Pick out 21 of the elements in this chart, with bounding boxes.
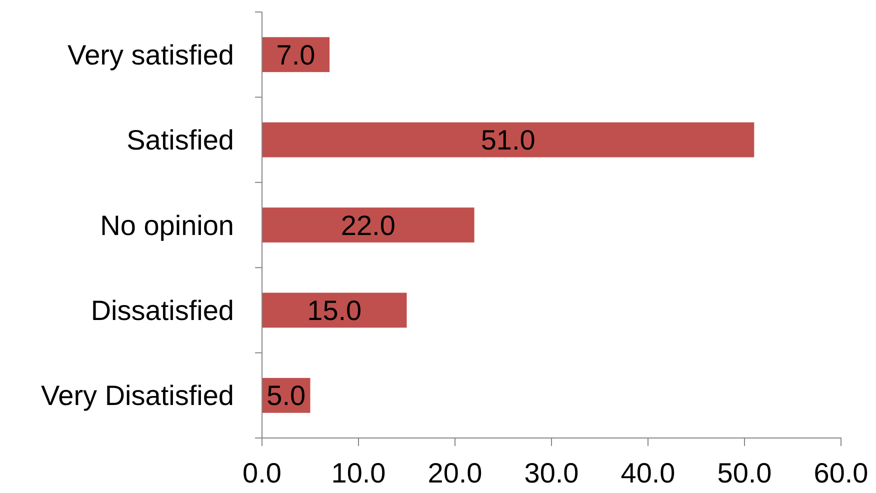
y-tick-label: Satisfied (126, 124, 234, 156)
x-tick-label: 10.0 (331, 458, 386, 489)
bar (262, 292, 407, 328)
x-tick-label: 50.0 (717, 458, 772, 489)
bar (262, 37, 330, 72)
data-label: 15.0 (307, 295, 362, 326)
data-label: 51.0 (480, 124, 536, 156)
x-tick-label: 30.0 (524, 458, 579, 489)
y-tick-label: Very Disatisfied (41, 380, 234, 412)
x-tick-label: 20.0 (428, 458, 482, 489)
y-tick-label: No opinion (100, 210, 234, 241)
data-label: 5.0 (266, 380, 306, 412)
x-tick-label: 60.0 (814, 458, 868, 489)
y-tick-label: Dissatisfied (90, 295, 234, 326)
y-tick-label: Very satisfied (67, 39, 234, 70)
x-tick-label: 40.0 (620, 458, 676, 489)
bar (262, 208, 474, 242)
bar (262, 122, 754, 158)
data-label: 7.0 (276, 39, 316, 70)
x-tick-label: 0.0 (242, 458, 282, 489)
data-label: 22.0 (340, 210, 396, 241)
